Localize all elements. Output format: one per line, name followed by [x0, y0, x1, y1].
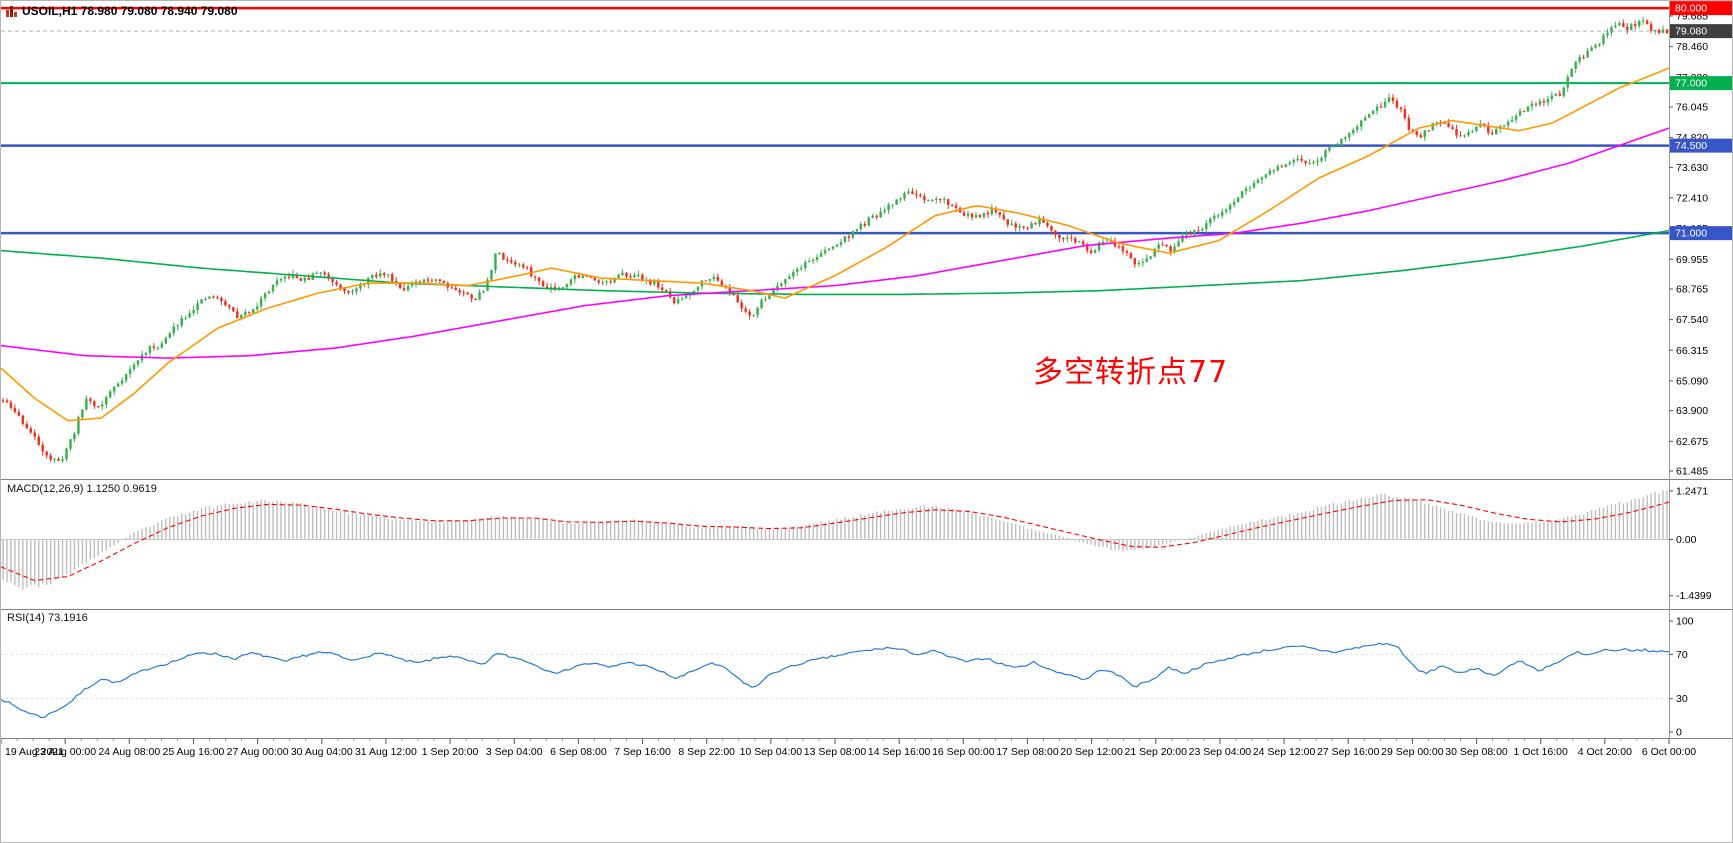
svg-text:61.485: 61.485 — [1676, 466, 1708, 478]
macd-histogram — [2, 490, 1668, 590]
svg-text:24 Aug 08:00: 24 Aug 08:00 — [98, 746, 160, 758]
svg-text:7 Sep 16:00: 7 Sep 16:00 — [614, 746, 671, 758]
level-price-badge — [1670, 226, 1732, 241]
rsi-plot-area[interactable]: 100 70 30 0 — [1, 609, 1733, 738]
svg-text:30 Sep 08:00: 30 Sep 08:00 — [1445, 746, 1508, 758]
svg-text:73.630: 73.630 — [1676, 162, 1708, 174]
svg-text:0.00: 0.00 — [1676, 534, 1697, 546]
svg-text:4 Oct 20:00: 4 Oct 20:00 — [1578, 746, 1632, 758]
svg-text:24 Sep 12:00: 24 Sep 12:00 — [1253, 746, 1316, 758]
svg-text:1.2471: 1.2471 — [1676, 485, 1708, 497]
svg-text:30: 30 — [1676, 693, 1688, 705]
svg-text:31 Aug 12:00: 31 Aug 12:00 — [355, 746, 417, 758]
svg-text:17 Sep 08:00: 17 Sep 08:00 — [996, 746, 1059, 758]
svg-text:27 Sep 16:00: 27 Sep 16:00 — [1317, 746, 1380, 758]
svg-text:100: 100 — [1676, 616, 1694, 628]
macd-signal-line — [1, 499, 1670, 582]
level-price-badge — [1670, 138, 1732, 153]
svg-text:1 Oct 16:00: 1 Oct 16:00 — [1514, 746, 1568, 758]
svg-text:68.765: 68.765 — [1676, 284, 1708, 296]
svg-text:8 Sep 22:00: 8 Sep 22:00 — [678, 746, 735, 758]
time-axis[interactable]: 19 Aug 2021 23 Aug 00:00 24 Aug 08:00 25 Au… — [1, 738, 1733, 764]
svg-text:-1.4399: -1.4399 — [1676, 590, 1712, 602]
svg-text:21 Sep 20:00: 21 Sep 20:00 — [1125, 746, 1188, 758]
svg-text:6 Oct 00:00: 6 Oct 00:00 — [1642, 746, 1696, 758]
svg-text:29 Sep 00:00: 29 Sep 00:00 — [1381, 746, 1444, 758]
svg-text:78.460: 78.460 — [1676, 41, 1708, 53]
svg-text:65.090: 65.090 — [1676, 375, 1708, 387]
macd-axis-labels: 1.2471 0.00 -1.4399 — [1669, 485, 1712, 602]
rsi-axis-labels: 100 70 30 0 — [1669, 616, 1694, 738]
svg-text:80.000: 80.000 — [1675, 3, 1707, 15]
svg-text:23 Sep 04:00: 23 Sep 04:00 — [1189, 746, 1252, 758]
svg-text:3 Sep 04:00: 3 Sep 04:00 — [486, 746, 543, 758]
rsi-line — [1, 642, 1670, 719]
rsi-panel[interactable]: 100 70 30 0 — [1, 609, 1733, 738]
svg-text:63.900: 63.900 — [1676, 405, 1708, 417]
svg-text:19 Aug 2021: 19 Aug 2021 — [5, 746, 64, 758]
horizontal-level-lines[interactable] — [1, 6, 1669, 235]
svg-text:10 Sep 04:00: 10 Sep 04:00 — [740, 746, 803, 758]
svg-text:67.540: 67.540 — [1676, 314, 1708, 326]
candlestick-plot-area[interactable]: 79.68578.46077.23076.04574.82073.63072.4… — [1, 1, 1733, 479]
svg-text:27 Aug 00:00: 27 Aug 00:00 — [227, 746, 289, 758]
svg-text:13 Sep 08:00: 13 Sep 08:00 — [804, 746, 867, 758]
svg-text:76.045: 76.045 — [1676, 102, 1708, 114]
svg-text:20 Sep 12:00: 20 Sep 12:00 — [1060, 746, 1123, 758]
ma-mid-magenta-line — [1, 127, 1670, 359]
main-price-chart[interactable]: 79.68578.46077.23076.04574.82073.63072.4… — [1, 1, 1733, 479]
svg-text:79.080: 79.080 — [1675, 26, 1707, 38]
svg-text:25 Aug 16:00: 25 Aug 16:00 — [163, 746, 225, 758]
svg-text:66.315: 66.315 — [1676, 345, 1708, 357]
svg-text:0: 0 — [1676, 726, 1682, 738]
current-price-badge — [1670, 24, 1732, 39]
svg-text:77.000: 77.000 — [1675, 78, 1707, 90]
svg-text:23 Aug 00:00: 23 Aug 00:00 — [34, 746, 96, 758]
ma-fast-orange-line — [1, 67, 1670, 422]
svg-text:1 Sep 20:00: 1 Sep 20:00 — [422, 746, 479, 758]
svg-text:74.500: 74.500 — [1675, 140, 1707, 152]
ma-slow-green-line — [1, 229, 1670, 296]
level-price-badge — [1670, 1, 1732, 16]
svg-text:14 Sep 16:00: 14 Sep 16:00 — [868, 746, 931, 758]
svg-text:62.675: 62.675 — [1676, 436, 1708, 448]
macd-panel[interactable]: 1.2471 0.00 -1.4399 — [1, 479, 1733, 609]
level-price-badge — [1670, 76, 1732, 91]
svg-text:71.000: 71.000 — [1675, 228, 1707, 240]
macd-plot-area[interactable]: 1.2471 0.00 -1.4399 — [1, 479, 1733, 609]
svg-text:70: 70 — [1676, 649, 1688, 661]
svg-text:72.410: 72.410 — [1676, 192, 1708, 204]
svg-text:69.955: 69.955 — [1676, 254, 1708, 266]
svg-text:16 Sep 00:00: 16 Sep 00:00 — [932, 746, 995, 758]
svg-text:30 Aug 04:00: 30 Aug 04:00 — [291, 746, 353, 758]
svg-text:6 Sep 08:00: 6 Sep 08:00 — [550, 746, 607, 758]
